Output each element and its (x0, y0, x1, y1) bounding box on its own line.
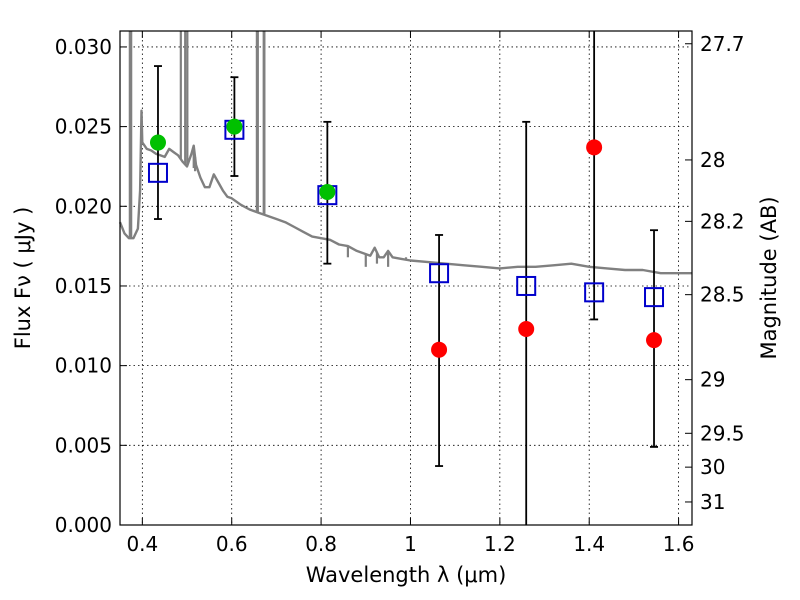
green-circle-point (319, 183, 336, 200)
red-circle-point (586, 139, 603, 156)
x-tick-label: 1.2 (484, 532, 516, 556)
tick-marks (120, 31, 692, 526)
model-square-point (584, 282, 605, 303)
error-bar (590, 31, 599, 321)
y-tick-label: 0.005 (55, 433, 112, 457)
y2-axis-label: Magnitude (AB) (757, 196, 781, 359)
sed-continuum (118, 109, 692, 275)
red-circle-point (518, 320, 535, 337)
x-tick-label: 1.6 (663, 532, 695, 556)
y2-tick-labels: 27.7 28 28.2 28.5 29 29.5 30 31 (700, 32, 745, 514)
grid (120, 31, 692, 526)
x-tick-labels: 0.4 0.6 0.8 1 1.2 1.4 1.6 (126, 532, 694, 556)
x-tick-label: 0.6 (216, 532, 248, 556)
y-tick-label: 0.025 (55, 115, 112, 139)
y2-tick-label: 31 (700, 490, 725, 514)
x-tick-label: 0.8 (305, 532, 337, 556)
green-circle-point (149, 134, 166, 151)
y-tick-label: 0.020 (55, 194, 112, 218)
y-tick-label: 0.010 (55, 354, 112, 378)
y2-tick-label: 28 (700, 148, 725, 172)
x-tick-label: 1 (404, 532, 417, 556)
model-square-point (147, 162, 168, 183)
model-square-point (516, 275, 537, 296)
y-tick-label: 0.030 (55, 35, 112, 59)
x-tick-label: 0.4 (126, 532, 158, 556)
data-points (147, 118, 665, 358)
red-circle-point (646, 332, 663, 349)
x-tick-label: 1.4 (573, 532, 605, 556)
y2-tick-label: 30 (700, 455, 725, 479)
error-bars (153, 31, 659, 525)
model-square-point (429, 263, 450, 284)
model-square-point (644, 287, 665, 308)
plot-frame (119, 30, 693, 526)
red-circle-point (431, 341, 448, 358)
y2-tick-label: 28.5 (700, 283, 745, 307)
green-circle-point (226, 118, 243, 135)
y-tick-label: 0.015 (55, 274, 112, 298)
y2-tick-label: 29 (700, 368, 725, 392)
y-axis-label: Flux Fν ( μJy ) (11, 207, 35, 350)
sed-model-spectrum (118, 31, 692, 275)
y2-tick-label: 29.5 (700, 421, 745, 445)
x-axis-label: Wavelength λ (μm) (306, 563, 507, 587)
y2-tick-label: 27.7 (700, 32, 745, 56)
y-tick-label: 0.000 (55, 513, 112, 537)
y-tick-labels: 0.000 0.005 0.010 0.015 0.020 0.025 0.030 (55, 35, 112, 537)
y2-tick-label: 28.2 (700, 209, 745, 233)
